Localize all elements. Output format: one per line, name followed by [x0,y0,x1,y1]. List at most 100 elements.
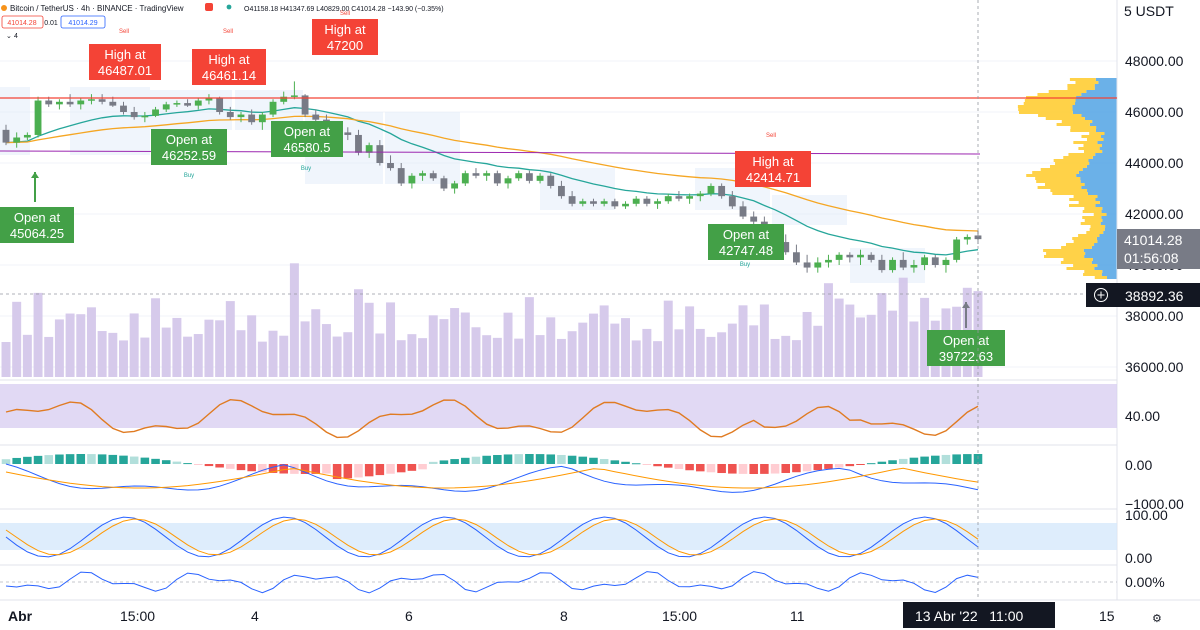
volume-bar [44,336,54,377]
vp-blue-bar [1095,198,1117,201]
settings-gear-icon[interactable]: ⚙ [1152,613,1162,625]
indicator-axis[interactable]: 40.00 0.00 −1000.00 100.00 0.00 0.00% [1125,408,1184,590]
macd-hist-bar [332,464,342,480]
candle-body [408,175,416,184]
vp-blue-bar [1091,261,1117,264]
candle-body [66,101,74,105]
candle-body [558,185,565,197]
candle-body [23,134,31,138]
macd-pane[interactable] [1,454,983,493]
volume-bar [866,314,876,377]
macd-hist-bar [503,454,513,464]
vp-blue-bar [1081,114,1117,117]
time-label: 15:00 [662,608,697,624]
candle-body [525,173,533,181]
volume-bar [193,334,203,377]
currency-label[interactable]: 5 USDT [1124,3,1174,19]
volume-bar [578,322,588,377]
vp-yellow-bar [1017,105,1073,108]
vp-blue-bar [1089,162,1117,165]
candle-body [942,259,950,265]
macd-hist-bar [535,454,545,464]
vp-blue-bar [1102,219,1117,222]
ask-box[interactable] [60,15,106,29]
symbol-title[interactable]: Bitcoin / TetherUS · 4h · BINANCE · Trad… [10,4,184,13]
candle-body [88,99,95,101]
macd-hist-bar [76,454,86,464]
volume-bar [386,302,396,377]
vp-yellow-bar [1073,264,1098,267]
candle-body [579,201,587,204]
volume-bar [1,342,11,377]
vp-yellow-bar [1066,267,1095,270]
volume-bar [97,331,107,377]
vp-yellow-bar [1083,144,1102,147]
ask-price: 41014.29 [68,20,97,27]
vp-blue-bar [1075,102,1117,105]
vp-yellow-bar [1069,204,1096,207]
volume-bar [161,327,171,377]
price-axis[interactable]: 48000.0046000.0044000.0042000.0040000.00… [1125,53,1184,375]
candle-body [600,201,608,204]
volume-bar [727,323,737,377]
macd-hist-bar [728,464,737,474]
high-signal-value: 46461.14 [202,68,256,83]
volume-bar [289,263,299,377]
volume-bar [33,292,43,377]
candle-body [675,196,683,199]
volume-bar [54,319,64,377]
candle-body [152,109,159,116]
macd-hist-bar [322,464,331,474]
vp-blue-bar [1094,84,1117,87]
bid-box[interactable] [1,15,44,29]
volume-bar [920,297,930,377]
vp-yellow-bar [1048,90,1087,93]
vp-yellow-bar [1083,150,1103,153]
candle-body [739,206,747,217]
vp-blue-bar [1094,267,1117,270]
volume-bar [172,317,182,377]
stoch-pane[interactable] [0,516,1117,558]
candlesticks[interactable] [2,81,982,273]
vp-yellow-bar [1093,213,1107,216]
vp-yellow-bar [1069,78,1096,81]
vp-blue-bar [1072,105,1117,108]
macd-hist-bar [674,464,684,470]
vp-yellow-bar [1084,207,1103,210]
macd-hist-bar [909,457,919,464]
macd-hist-bar [268,464,278,473]
volume-bar [674,329,684,377]
macd-signal-line [5,467,979,489]
collapse-arrow-icon[interactable]: ⌄ [6,33,12,40]
vp-yellow-bar [1090,225,1106,228]
vp-yellow-bar [1084,219,1103,222]
volume-bar [663,300,673,377]
candle-body [376,145,384,163]
vp-blue-bar [1082,168,1117,171]
macd-hist-bar [898,458,908,464]
vp-blue-bar [1101,216,1117,219]
vp-yellow-bar [1037,93,1082,96]
macd-hist-bar [685,464,694,471]
volume-bar [546,317,556,377]
candle-body [397,168,405,184]
open-signal-box [151,129,227,165]
volume-bar [653,341,663,377]
price-tick-label: 38000.00 [1125,308,1184,324]
candle-body [248,114,256,123]
sell-marker-icon[interactable] [205,3,213,11]
volume-bar [856,317,865,377]
status-dot-icon [226,4,232,10]
add-order-icon[interactable] [1094,288,1108,302]
macd-hist-bar [375,464,385,476]
time-axis[interactable]: Abr 15:00 4 6 8 15:00 11 15 13 Abr '22 1… [0,599,1200,628]
volume-bar [119,340,128,377]
volume-bar [621,318,631,377]
volume-bar [791,340,801,377]
percent-pane[interactable] [0,571,1117,594]
open-signal-title: Open at [166,132,213,147]
candle-body [162,104,170,110]
vp-yellow-bar [1032,171,1079,174]
rsi-pane[interactable] [0,384,1117,439]
